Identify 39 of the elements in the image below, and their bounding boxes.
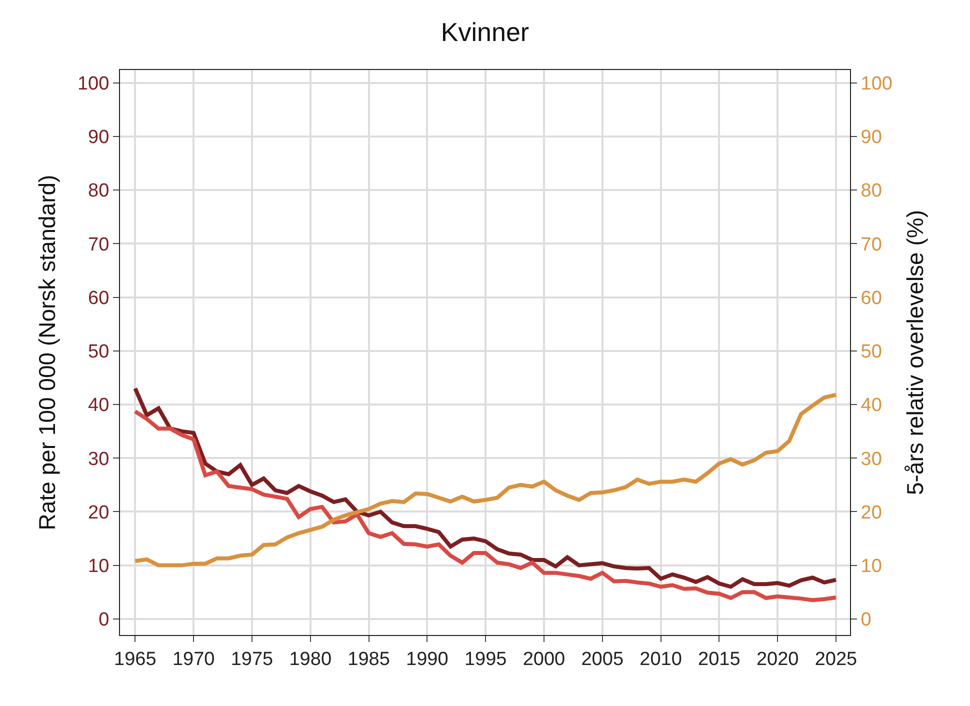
x-tick-label: 2000: [522, 648, 566, 670]
y2-tick-label: 100: [860, 74, 893, 95]
y2-tick-label: 0: [860, 610, 872, 631]
y2-tick-label: 30: [860, 448, 882, 470]
y2-tick-label: 70: [860, 234, 882, 256]
y2-tick-label: 80: [860, 180, 882, 202]
y-axis-title: Rate per 100 000 (Norsk standard): [34, 174, 60, 530]
y2-tick-label: 10: [860, 556, 882, 577]
x-tick-label: 2020: [756, 648, 799, 670]
x-tick-label: 2025: [814, 648, 858, 670]
y2-tick-label: 20: [860, 502, 882, 524]
y-tick-label: 80: [88, 180, 110, 202]
x-tick-label: 1965: [114, 648, 156, 670]
y-tick-label: 10: [88, 556, 110, 577]
y-tick-label: 40: [88, 395, 110, 416]
x-tick-label: 1985: [348, 648, 390, 670]
x-tick-label: 2005: [581, 648, 624, 670]
y2-tick-label: 90: [860, 127, 882, 148]
y-tick-label: 70: [88, 234, 110, 256]
y2-tick-label: 40: [860, 395, 882, 416]
x-tick-label: 1975: [230, 648, 274, 670]
x-tick-label: 2015: [698, 648, 740, 670]
y-tick-label: 100: [77, 74, 110, 95]
x-tick-label: 2010: [640, 648, 682, 670]
x-tick-label: 1970: [172, 648, 215, 670]
y2-tick-label: 50: [860, 342, 882, 363]
y-tick-label: 0: [98, 610, 110, 631]
chart-title: Kvinner: [440, 16, 530, 47]
line-series: [133, 409, 838, 602]
x-tick-label: 1980: [289, 648, 332, 670]
y2-axis-title: 5-års relativ overlevelse (%): [902, 210, 928, 496]
y2-tick-label: 60: [860, 288, 882, 309]
y-tick-label: 90: [88, 127, 110, 148]
x-tick-label: 1995: [464, 648, 507, 670]
x-tick-label: 1990: [406, 648, 448, 670]
y-tick-label: 20: [88, 502, 110, 524]
y-tick-label: 30: [88, 448, 110, 470]
y-tick-label: 50: [88, 342, 110, 363]
y-tick-label: 60: [88, 288, 110, 309]
